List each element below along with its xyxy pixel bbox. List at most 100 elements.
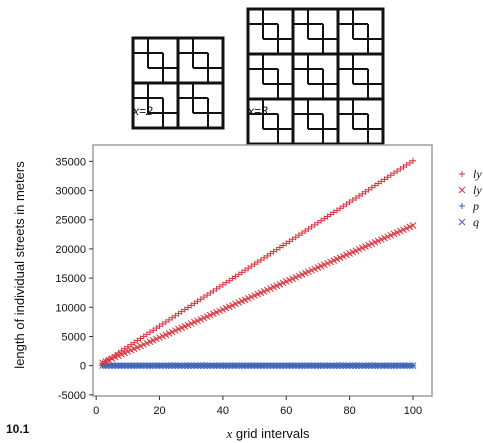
legend: ly ly pq bbox=[458, 167, 482, 229]
data-point bbox=[194, 362, 201, 370]
data-point bbox=[219, 281, 226, 288]
data-point bbox=[222, 362, 230, 370]
data-point bbox=[178, 308, 185, 315]
data-point bbox=[314, 219, 321, 226]
grid-outline bbox=[246, 7, 385, 146]
data-point bbox=[181, 362, 189, 370]
data-point bbox=[216, 362, 224, 370]
data-point bbox=[279, 362, 287, 370]
data-point bbox=[191, 362, 198, 370]
data-point bbox=[185, 304, 192, 311]
series-q-cross bbox=[99, 362, 417, 370]
data-point bbox=[292, 234, 299, 241]
data-point bbox=[251, 362, 258, 370]
data-point bbox=[390, 362, 398, 370]
data-point bbox=[181, 306, 188, 313]
data-point bbox=[292, 362, 300, 370]
data-point bbox=[362, 188, 369, 195]
data-point bbox=[166, 316, 173, 323]
data-point bbox=[188, 302, 195, 309]
data-point bbox=[130, 362, 138, 370]
data-point bbox=[156, 323, 163, 330]
y-tick-label: 25000 bbox=[55, 215, 86, 227]
data-point bbox=[349, 362, 357, 370]
data-point bbox=[298, 362, 306, 370]
data-point bbox=[409, 222, 417, 229]
data-point bbox=[140, 333, 147, 340]
data-point bbox=[346, 199, 353, 206]
series-ly-plus bbox=[99, 157, 416, 367]
data-point bbox=[282, 362, 290, 370]
data-point bbox=[270, 248, 277, 255]
data-point bbox=[203, 362, 211, 370]
data-point bbox=[156, 362, 163, 370]
data-point bbox=[235, 271, 242, 278]
data-point bbox=[343, 201, 350, 208]
data-point bbox=[194, 298, 201, 305]
data-point bbox=[137, 362, 144, 370]
data-point bbox=[393, 362, 401, 370]
data-point bbox=[153, 325, 160, 332]
data-point bbox=[374, 362, 382, 370]
data-point bbox=[197, 362, 205, 370]
data-point bbox=[162, 318, 169, 325]
caption-x2: x=2 bbox=[132, 104, 153, 118]
data-point bbox=[409, 157, 416, 164]
data-point bbox=[346, 362, 353, 370]
data-point bbox=[219, 362, 227, 370]
data-point bbox=[108, 362, 116, 370]
y-tick-label: 15000 bbox=[55, 273, 86, 285]
data-point bbox=[184, 362, 192, 370]
y-tick-label: 35000 bbox=[55, 156, 86, 168]
data-point bbox=[311, 221, 318, 228]
data-point bbox=[191, 300, 198, 307]
y-tick-label: 0 bbox=[80, 361, 86, 373]
data-point bbox=[223, 279, 230, 286]
data-point bbox=[368, 184, 375, 191]
data-point bbox=[299, 230, 306, 237]
y-axis-label: length of individual streets in meters bbox=[12, 161, 27, 369]
street-grid-3 bbox=[246, 7, 385, 146]
data-point bbox=[327, 362, 334, 370]
data-point bbox=[384, 174, 391, 181]
data-point bbox=[162, 362, 170, 370]
data-point bbox=[371, 362, 379, 370]
street-grid-illustrations bbox=[131, 7, 385, 146]
data-point bbox=[235, 362, 243, 370]
x-tick-label: 80 bbox=[344, 405, 356, 417]
y-tick-label: 10000 bbox=[55, 302, 86, 314]
data-point bbox=[273, 362, 281, 370]
data-point bbox=[359, 190, 366, 197]
data-point bbox=[336, 362, 344, 370]
figure-label: 10.1 bbox=[6, 422, 30, 436]
data-point bbox=[118, 347, 125, 354]
data-point bbox=[362, 362, 369, 370]
data-point bbox=[305, 225, 312, 232]
data-point bbox=[406, 159, 413, 166]
data-point bbox=[320, 362, 328, 370]
data-point bbox=[327, 211, 334, 218]
data-point bbox=[365, 362, 372, 370]
data-point bbox=[387, 362, 395, 370]
data-point bbox=[305, 362, 312, 370]
data-point bbox=[264, 252, 271, 259]
data-point bbox=[403, 161, 410, 168]
data-point bbox=[318, 217, 325, 224]
data-point bbox=[242, 267, 249, 274]
data-point bbox=[207, 290, 214, 297]
data-point bbox=[311, 362, 319, 370]
x-tick-label: 40 bbox=[217, 405, 229, 417]
data-point bbox=[286, 238, 293, 245]
legend-marker bbox=[458, 186, 466, 194]
data-point bbox=[232, 362, 239, 370]
data-point bbox=[210, 362, 217, 370]
data-point bbox=[245, 265, 252, 272]
legend-label: p bbox=[472, 199, 479, 213]
data-point bbox=[175, 362, 182, 370]
data-point bbox=[337, 205, 344, 212]
data-point bbox=[314, 362, 322, 370]
data-point bbox=[324, 213, 331, 220]
data-point bbox=[254, 362, 262, 370]
data-point bbox=[368, 362, 376, 370]
